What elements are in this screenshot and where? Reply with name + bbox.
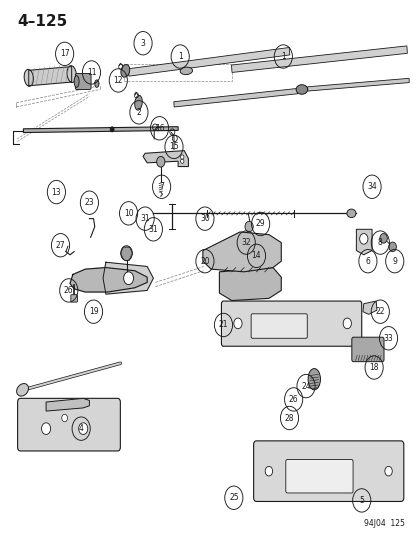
Circle shape	[156, 157, 164, 167]
Polygon shape	[46, 398, 89, 411]
Polygon shape	[23, 127, 178, 133]
Circle shape	[41, 423, 50, 434]
Circle shape	[78, 423, 88, 434]
FancyBboxPatch shape	[285, 459, 352, 493]
Circle shape	[180, 159, 183, 164]
Circle shape	[62, 414, 67, 422]
Polygon shape	[356, 229, 371, 255]
Text: 19: 19	[88, 307, 98, 316]
Ellipse shape	[307, 368, 320, 390]
Polygon shape	[28, 67, 71, 86]
Polygon shape	[219, 268, 280, 301]
Text: 27: 27	[56, 241, 65, 250]
Circle shape	[180, 155, 183, 159]
Text: 9: 9	[392, 257, 396, 265]
Text: 25: 25	[228, 493, 238, 502]
Text: 24: 24	[301, 382, 310, 391]
Text: 4–125: 4–125	[17, 14, 67, 29]
Text: 1: 1	[280, 52, 285, 61]
Text: 1: 1	[177, 52, 182, 61]
Ellipse shape	[17, 384, 28, 396]
Text: 14: 14	[251, 252, 261, 260]
FancyBboxPatch shape	[351, 337, 383, 362]
Text: 7: 7	[159, 182, 164, 191]
Polygon shape	[143, 151, 188, 166]
Circle shape	[121, 246, 132, 261]
Polygon shape	[362, 301, 376, 314]
Text: 12: 12	[113, 76, 123, 85]
Polygon shape	[307, 78, 408, 91]
Polygon shape	[128, 47, 289, 76]
FancyBboxPatch shape	[75, 74, 91, 90]
Text: 22: 22	[375, 307, 384, 316]
Text: 6: 6	[365, 257, 370, 265]
Text: 16: 16	[154, 124, 164, 133]
Text: 94J04  125: 94J04 125	[363, 519, 404, 528]
Text: 15: 15	[169, 142, 178, 151]
Circle shape	[384, 466, 391, 476]
Text: 31: 31	[148, 225, 158, 234]
Ellipse shape	[74, 76, 79, 87]
Text: 2: 2	[136, 108, 141, 117]
Text: 21: 21	[218, 320, 228, 329]
Text: 33: 33	[383, 334, 392, 343]
Polygon shape	[231, 46, 406, 72]
Text: 32: 32	[241, 238, 250, 247]
Polygon shape	[202, 232, 280, 272]
Circle shape	[265, 466, 272, 476]
Polygon shape	[70, 268, 147, 292]
FancyBboxPatch shape	[221, 301, 361, 346]
Ellipse shape	[67, 66, 76, 83]
Circle shape	[244, 221, 253, 232]
Text: 23: 23	[84, 198, 94, 207]
Text: 8: 8	[377, 238, 382, 247]
Text: 5: 5	[358, 496, 363, 505]
Text: 29: 29	[255, 220, 265, 229]
Text: 30: 30	[199, 214, 209, 223]
Text: 31: 31	[140, 214, 150, 223]
Ellipse shape	[346, 209, 355, 217]
Text: 3: 3	[140, 39, 145, 48]
Ellipse shape	[24, 69, 33, 86]
FancyBboxPatch shape	[251, 314, 306, 338]
Circle shape	[123, 272, 133, 285]
Ellipse shape	[121, 64, 129, 77]
Ellipse shape	[180, 67, 192, 75]
Text: 26: 26	[64, 286, 74, 295]
Circle shape	[110, 127, 114, 132]
Text: 10: 10	[123, 209, 133, 218]
Circle shape	[379, 233, 387, 243]
Circle shape	[233, 318, 242, 329]
FancyBboxPatch shape	[71, 295, 77, 302]
Polygon shape	[103, 262, 153, 294]
Text: 28: 28	[284, 414, 294, 423]
Text: 17: 17	[60, 50, 69, 58]
FancyBboxPatch shape	[18, 398, 120, 451]
Text: 18: 18	[368, 363, 378, 372]
Text: 11: 11	[86, 68, 96, 77]
FancyBboxPatch shape	[253, 441, 403, 502]
Polygon shape	[173, 88, 297, 107]
Text: 20: 20	[199, 257, 209, 265]
Circle shape	[388, 242, 395, 252]
Circle shape	[359, 233, 367, 244]
Text: 13: 13	[52, 188, 61, 197]
Ellipse shape	[134, 95, 142, 110]
Text: 34: 34	[366, 182, 376, 191]
Circle shape	[342, 318, 351, 329]
Text: 26: 26	[288, 395, 298, 404]
Text: 4: 4	[78, 424, 83, 433]
Ellipse shape	[295, 85, 307, 94]
Ellipse shape	[95, 80, 99, 87]
